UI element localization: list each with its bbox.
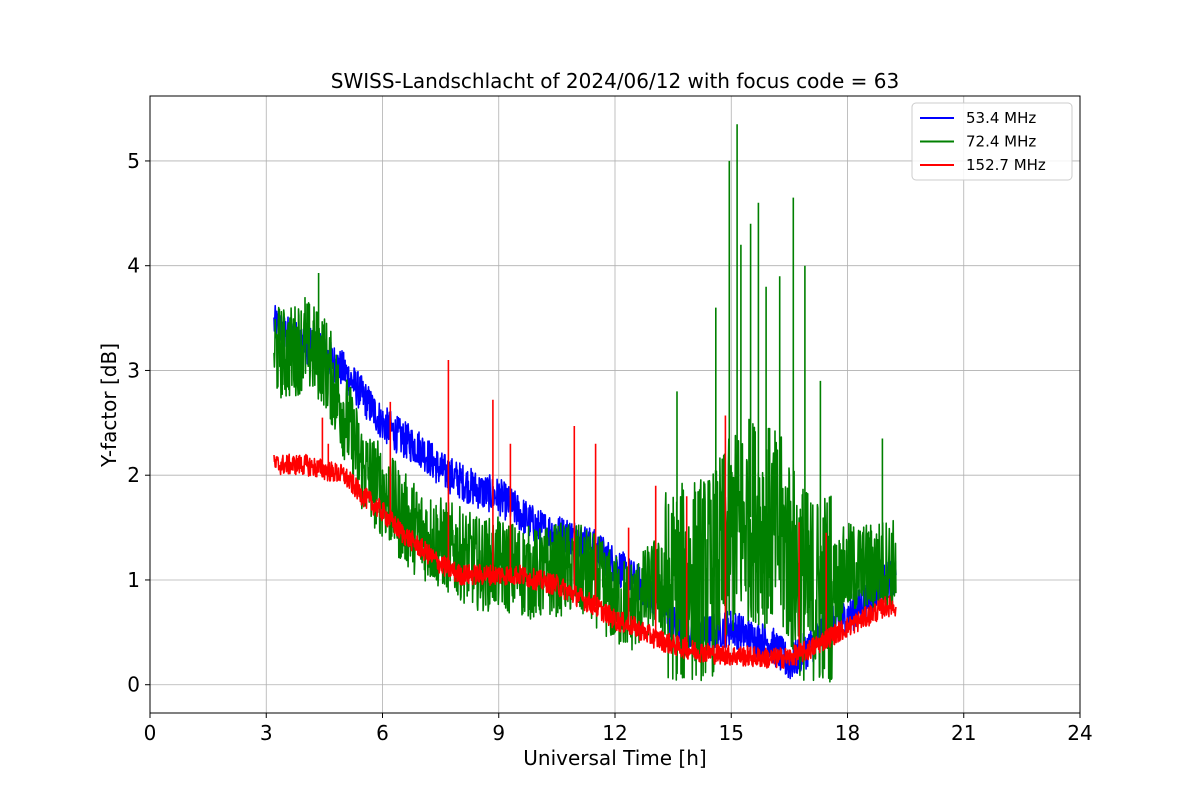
y-tick-label: 1 <box>127 568 140 592</box>
y-tick-label: 4 <box>127 254 140 278</box>
x-tick-label: 12 <box>602 721 627 745</box>
y-axis-label: Y-factor [dB] <box>97 343 121 468</box>
y-tick-label: 0 <box>127 673 140 697</box>
x-tick-label: 0 <box>144 721 157 745</box>
x-tick-label: 15 <box>719 721 744 745</box>
x-tick-label: 24 <box>1067 721 1092 745</box>
x-tick-label: 3 <box>260 721 273 745</box>
x-tick-label: 18 <box>835 721 860 745</box>
chart-title: SWISS-Landschlacht of 2024/06/12 with fo… <box>331 69 899 93</box>
x-tick-label: 6 <box>376 721 389 745</box>
legend-label-2: 152.7 MHz <box>966 156 1046 174</box>
series-line-0 <box>273 304 897 680</box>
y-tick-label: 2 <box>127 463 140 487</box>
series-layer <box>273 124 897 683</box>
y-tick-label: 5 <box>127 149 140 173</box>
x-tick-label: 21 <box>951 721 976 745</box>
series-line-2 <box>273 360 897 669</box>
legend-label-0: 53.4 MHz <box>966 109 1036 127</box>
x-axis-label: Universal Time [h] <box>523 746 706 770</box>
y-tick-label: 3 <box>127 358 140 382</box>
legend-label-1: 72.4 MHz <box>966 133 1036 151</box>
series-line-1 <box>273 124 897 683</box>
legend: 53.4 MHz 72.4 MHz 152.7 MHz <box>911 102 1073 181</box>
x-tick-label: 9 <box>492 721 505 745</box>
legend-box <box>911 102 1073 181</box>
